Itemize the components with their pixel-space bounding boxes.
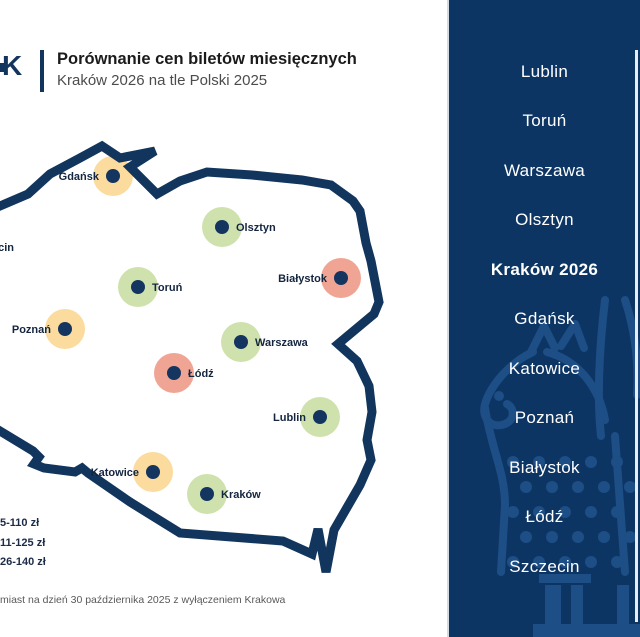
city-list-sidebar: Lublin Toruń Warszawa Olsztyn Kraków 202…	[447, 0, 640, 637]
clipped-logo-letter	[0, 63, 4, 72]
city-dot-biaystok	[334, 271, 348, 285]
skirt-dot	[611, 456, 623, 468]
city-dot-krakow	[200, 487, 214, 501]
skirt-dot	[533, 506, 545, 518]
city-dot-torun	[131, 280, 145, 294]
page-title: Porównanie cen biletów miesięcznych	[57, 50, 357, 68]
sidebar-item-gdansk: Gdańsk	[514, 309, 575, 328]
city-label-katowice: Katowice	[91, 467, 139, 479]
city-label-poznan: Poznań	[12, 324, 51, 336]
city-label-warszawa: Warszawa	[255, 337, 309, 349]
page-subtitle: Kraków 2026 na tle Polski 2025	[57, 72, 268, 89]
sidebar-item-poznan: Poznań	[514, 408, 575, 427]
city-label-olsztyn: Olsztyn	[236, 222, 276, 234]
skirt-dot	[507, 506, 519, 518]
city-label-torun: Toruń	[152, 282, 183, 294]
skirt-dot	[611, 506, 623, 518]
legend-row-2: 11-125 zł	[0, 537, 46, 549]
skirt-dot	[559, 556, 571, 568]
city-dot-katowice	[146, 465, 160, 479]
city-dot-warszawa	[234, 335, 248, 349]
city-label-odz: Łódź	[188, 368, 214, 380]
skirt-dot	[520, 481, 532, 493]
sidebar-item-szczecin: Szczecin	[509, 557, 580, 576]
lajkonik-art-icon	[480, 296, 640, 637]
skirt-dot	[533, 556, 545, 568]
right-edge-strip	[635, 50, 638, 622]
header-divider	[40, 50, 44, 92]
skirt-dot	[585, 556, 597, 568]
skirt-dot	[507, 456, 519, 468]
skirt-dot	[507, 556, 519, 568]
skirt-dot	[585, 506, 597, 518]
skirt-dot	[546, 531, 558, 543]
sidebar-item-olsztyn: Olsztyn	[515, 210, 574, 229]
city-dot-odz	[167, 366, 181, 380]
city-dot-lublin	[313, 410, 327, 424]
footnote: miast na dzień 30 października 2025 z wy…	[0, 594, 286, 606]
skirt-dot	[598, 481, 610, 493]
header: K Porównanie cen biletów miesięcznych Kr…	[0, 0, 447, 110]
skirt-dot	[572, 481, 584, 493]
sidebar-item-bialystok: Białystok	[509, 458, 580, 477]
sidebar-item-warszawa: Warszawa	[503, 161, 586, 180]
skirt-dot	[520, 531, 532, 543]
city-label-lublin: Lublin	[273, 412, 306, 424]
skirt-dot	[559, 456, 571, 468]
skirt-dot	[598, 531, 610, 543]
city-label-szczecin-cut: Szczecin	[0, 242, 14, 254]
poland-outline	[0, 140, 384, 573]
skirt-dot	[585, 456, 597, 468]
city-label-biaystok: Białystok	[278, 273, 328, 285]
city-price-circles	[45, 156, 361, 514]
sidebar-item-torun: Toruń	[522, 111, 567, 130]
skirt-dot	[624, 481, 636, 493]
city-dot-olsztyn	[215, 220, 229, 234]
sidebar-item-katowice: Katowice	[508, 359, 581, 378]
skirt-dot	[533, 456, 545, 468]
sidebar-item-lodz: Łódź	[525, 507, 564, 526]
city-label-krakow: Kraków	[221, 489, 261, 501]
city-dot-poznan	[58, 322, 72, 336]
brand-logo: K	[2, 50, 22, 81]
sidebar-item-krakow-2026: Kraków 2026	[490, 260, 599, 279]
skirt-dot	[572, 531, 584, 543]
city-dot-gdansk	[106, 169, 120, 183]
skirt-dot	[624, 531, 636, 543]
sidebar-item-lublin: Lublin	[520, 62, 569, 81]
poland-map: Szczecin Gdańsk Olsztyn Toruń Białystok Pozn…	[0, 140, 384, 573]
skirt-dot	[546, 481, 558, 493]
city-dots-and-labels: Gdańsk Olsztyn Toruń Białystok Poznań Warszaw…	[12, 169, 348, 501]
skirt-dot	[559, 506, 571, 518]
city-label-gdansk: Gdańsk	[59, 171, 100, 183]
skirt-dot	[611, 556, 623, 568]
legend-row-1: 5-110 zł	[0, 517, 40, 529]
legend-row-3: 26-140 zł	[0, 556, 46, 568]
